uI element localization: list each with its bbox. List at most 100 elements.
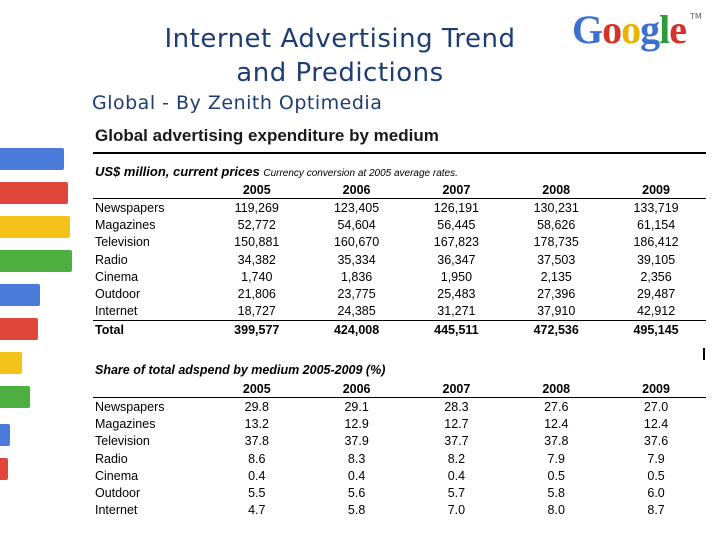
cell: 29.8 [244, 399, 269, 414]
table-row: Internet 4.7 5.8 7.0 8.0 8.7 [93, 502, 706, 519]
logo-letter: o [621, 7, 641, 52]
decor-bar-blue [0, 284, 40, 306]
decor-bar-red [0, 182, 68, 204]
divider [703, 348, 705, 360]
table-row: Magazines 13.2 12.9 12.7 12.4 12.4 [93, 415, 706, 432]
cell: 23,775 [337, 287, 376, 302]
cell: 123,405 [333, 200, 380, 215]
google-logo: Google [572, 6, 687, 53]
year-header: 2005 [206, 182, 307, 199]
cell: 31,271 [437, 304, 476, 319]
cell: 7.9 [547, 451, 565, 466]
share-table: 2005 2006 2007 2008 2009 Newspapers 29.8 2… [93, 381, 706, 519]
table-header-row: 2005 2006 2007 2008 2009 [93, 182, 706, 199]
cell: 7.0 [447, 503, 466, 518]
cell: 12.4 [544, 416, 569, 431]
cell: 27,396 [537, 287, 576, 302]
row-label: Outdoor [95, 287, 141, 302]
decor-bar-red [0, 458, 8, 480]
decor-bar-red [0, 318, 38, 340]
cell: 445,511 [406, 320, 507, 339]
cell: 37.8 [544, 434, 569, 449]
logo-letter: l [659, 7, 670, 52]
cell: 150,881 [234, 235, 280, 250]
row-label: Magazines [95, 416, 156, 431]
cell: 126,191 [433, 200, 479, 215]
cell: 36,347 [437, 252, 476, 267]
cell: 8.6 [248, 451, 266, 466]
row-label: Cinema [95, 269, 139, 284]
row-label: Newspapers [95, 399, 165, 414]
cell: 0.4 [248, 468, 266, 483]
decor-bar-yellow [0, 216, 70, 238]
cell: 5.8 [347, 503, 366, 518]
cell: 28.3 [444, 399, 469, 414]
cell: 12.9 [344, 416, 369, 431]
cell: 13.2 [244, 416, 269, 431]
cell: 54,604 [337, 217, 376, 232]
table1-units: US$ million, current prices Currency con… [95, 164, 458, 179]
table-row: Outdoor 5.5 5.6 5.7 5.8 6.0 [93, 484, 706, 501]
row-label: Outdoor [95, 486, 141, 501]
table2-heading: Share of total adspend by medium 2005-20… [95, 363, 386, 377]
logo-letter: G [572, 7, 603, 52]
cell: 1,836 [340, 269, 373, 284]
expenditure-table: 2005 2006 2007 2008 2009 Newspapers 119,2… [93, 182, 706, 339]
logo-letter: o [602, 7, 622, 52]
header-blank [93, 381, 207, 398]
year-header: 2006 [306, 381, 407, 398]
table-header-row: 2005 2006 2007 2008 2009 [93, 381, 706, 398]
logo-letter: g [640, 7, 660, 52]
cell: 29,487 [636, 287, 676, 302]
cell: 5.7 [447, 486, 466, 501]
table-row: Radio 34,382 35,334 36,347 37,503 39,105 [93, 251, 706, 268]
cell: 399,577 [206, 320, 307, 339]
logo-trademark: TM [690, 12, 702, 21]
cell: 472,536 [506, 320, 607, 339]
cell: 21,806 [237, 287, 276, 302]
table-row: Internet 18,727 24,385 31,271 37,910 42,912 [93, 303, 706, 321]
cell: 130,231 [533, 200, 579, 215]
logo-letter: e [669, 7, 687, 52]
table-row: Radio 8.6 8.3 8.2 7.9 7.9 [93, 450, 706, 467]
decor-bar-yellow [0, 352, 22, 374]
cell: 37.8 [244, 434, 269, 449]
table-row: Outdoor 21,806 23,775 25,483 27,396 29,487 [93, 285, 706, 302]
header-blank [93, 182, 207, 199]
cell: 29.1 [344, 399, 369, 414]
row-label: Television [95, 434, 150, 449]
cell: 167,823 [433, 235, 479, 250]
cell: 160,670 [333, 235, 380, 250]
table-row: Magazines 52,772 54,604 56,445 58,626 61,154 [93, 216, 706, 233]
row-label: Magazines [95, 217, 156, 232]
slide-title: Internet Advertising Trend and Predictio… [100, 22, 580, 90]
row-label: Television [95, 235, 150, 250]
cell: 2,135 [540, 269, 572, 284]
cell: 0.5 [547, 468, 565, 483]
cell: 37.9 [344, 434, 369, 449]
year-header: 2009 [606, 381, 706, 398]
currency-note: Currency conversion at 2005 average rate… [263, 168, 458, 179]
cell: 37,503 [537, 252, 576, 267]
cell: 12.4 [643, 416, 669, 431]
row-label: Internet [95, 304, 138, 319]
cell: 27.6 [544, 399, 569, 414]
cell: 1,950 [440, 269, 473, 284]
cell: 495,145 [606, 320, 706, 339]
row-label: Cinema [95, 468, 139, 483]
year-header: 2008 [506, 182, 607, 199]
cell: 42,912 [636, 304, 676, 319]
year-header: 2005 [206, 381, 307, 398]
slide-title-line2: and Predictions [236, 58, 444, 88]
cell: 27.0 [643, 399, 669, 414]
table-row: Newspapers 119,269 123,405 126,191 130,231 13… [93, 199, 706, 217]
table-row: Cinema 0.4 0.4 0.4 0.5 0.5 [93, 467, 706, 484]
cell: 7.9 [647, 451, 665, 466]
table-row: Cinema 1,740 1,836 1,950 2,135 2,356 [93, 268, 706, 285]
cell: 61,154 [636, 217, 676, 232]
table-row: Television 37.8 37.9 37.7 37.8 37.6 [93, 433, 706, 450]
cell: 34,382 [237, 252, 276, 267]
cell: 24,385 [337, 304, 376, 319]
cell: 5.5 [248, 486, 266, 501]
cell: 12.7 [444, 416, 469, 431]
